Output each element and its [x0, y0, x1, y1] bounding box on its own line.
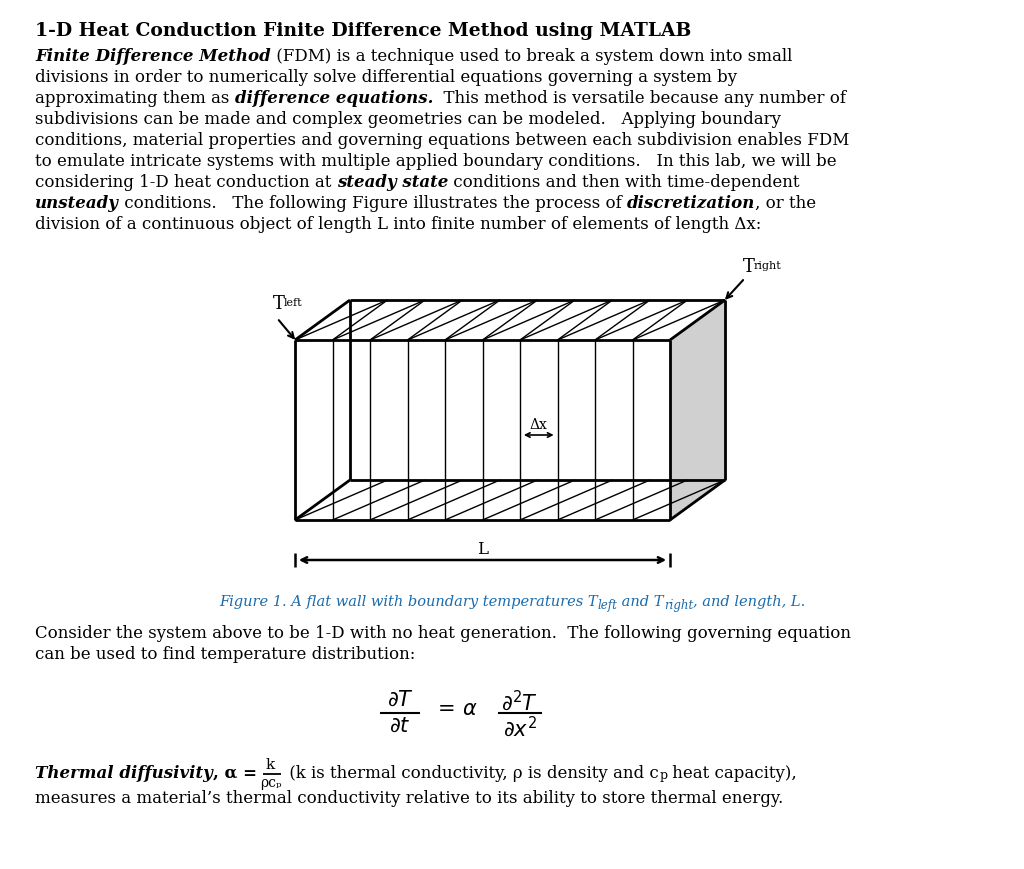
Text: left: left: [597, 599, 617, 612]
Text: conditions, material properties and governing equations between each subdivision: conditions, material properties and gove…: [35, 132, 849, 149]
Text: T: T: [273, 295, 285, 313]
Polygon shape: [295, 340, 670, 520]
Text: $\partial T$: $\partial T$: [386, 690, 414, 710]
Text: , and length, L.: , and length, L.: [693, 595, 805, 609]
Text: steady state: steady state: [337, 174, 449, 191]
Text: Finite Difference Method: Finite Difference Method: [35, 48, 270, 65]
Text: unsteady: unsteady: [35, 195, 119, 212]
Text: conditions and then with time-dependent: conditions and then with time-dependent: [449, 174, 800, 191]
Text: $= \, \alpha$: $= \, \alpha$: [433, 699, 477, 719]
Text: and T: and T: [617, 595, 664, 609]
Text: 1-D Heat Conduction Finite Difference Method using MATLAB: 1-D Heat Conduction Finite Difference Me…: [35, 22, 691, 40]
Text: $\partial^2 T$: $\partial^2 T$: [502, 690, 539, 714]
Text: , or the: , or the: [756, 195, 816, 212]
Text: measures a material’s thermal conductivity relative to its ability to store ther: measures a material’s thermal conductivi…: [35, 790, 783, 807]
Text: can be used to find temperature distribution:: can be used to find temperature distribu…: [35, 646, 416, 663]
Polygon shape: [350, 300, 725, 480]
Text: p: p: [659, 769, 668, 782]
Text: $\partial t$: $\partial t$: [389, 716, 411, 736]
Text: left: left: [284, 298, 303, 308]
Text: division of a continuous object of length L into finite number of elements of le: division of a continuous object of lengt…: [35, 216, 762, 233]
Text: heat capacity),: heat capacity),: [668, 765, 797, 782]
Text: (FDM) is a technique used to break a system down into small: (FDM) is a technique used to break a sys…: [270, 48, 793, 65]
Text: Thermal diffusivity: Thermal diffusivity: [35, 765, 213, 782]
Text: k: k: [266, 758, 275, 772]
Text: T: T: [743, 258, 755, 276]
Text: difference equations.: difference equations.: [234, 90, 433, 107]
Text: approximating them as: approximating them as: [35, 90, 234, 107]
Text: This method is versatile because any number of: This method is versatile because any num…: [433, 90, 846, 107]
Text: $\partial x^2$: $\partial x^2$: [503, 716, 537, 740]
Text: Figure 1. A flat wall with boundary temperatures T: Figure 1. A flat wall with boundary temp…: [219, 595, 597, 609]
Polygon shape: [670, 300, 725, 520]
Text: conditions.   The following Figure illustrates the process of: conditions. The following Figure illustr…: [119, 195, 627, 212]
Text: discretization: discretization: [627, 195, 756, 212]
Text: divisions in order to numerically solve differential equations governing a syste: divisions in order to numerically solve …: [35, 69, 737, 86]
Polygon shape: [295, 300, 725, 340]
Text: Consider the system above to be 1-D with no heat generation.  The following gove: Consider the system above to be 1-D with…: [35, 625, 851, 642]
Text: ρcₚ: ρcₚ: [260, 776, 282, 790]
Text: (k is thermal conductivity, ρ is density and c: (k is thermal conductivity, ρ is density…: [285, 765, 659, 782]
Text: right: right: [754, 261, 781, 271]
Text: L: L: [477, 541, 488, 558]
Text: right: right: [664, 599, 693, 612]
Text: Δx: Δx: [529, 418, 548, 432]
Text: considering 1-D heat conduction at: considering 1-D heat conduction at: [35, 174, 337, 191]
Text: , α =: , α =: [213, 765, 262, 782]
Text: subdivisions can be made and complex geometries can be modeled.   Applying bound: subdivisions can be made and complex geo…: [35, 111, 781, 128]
Text: to emulate intricate systems with multiple applied boundary conditions.   In thi: to emulate intricate systems with multip…: [35, 153, 837, 170]
